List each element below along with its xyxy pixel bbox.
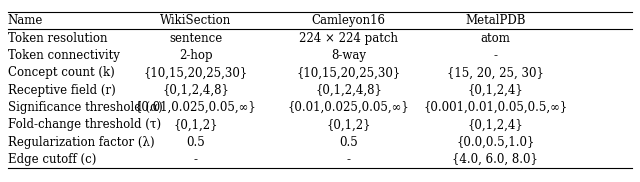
Text: 2-hop: 2-hop xyxy=(179,49,212,62)
Text: Token connectivity: Token connectivity xyxy=(8,49,120,62)
Text: Token resolution: Token resolution xyxy=(8,32,108,45)
Text: Significance threshold (α): Significance threshold (α) xyxy=(8,101,163,114)
Text: {10,15,20,25,30}: {10,15,20,25,30} xyxy=(296,66,401,79)
Text: 8-way: 8-way xyxy=(331,49,366,62)
Text: 0.5: 0.5 xyxy=(186,136,205,149)
Text: Name: Name xyxy=(8,14,43,27)
Text: {10,15,20,25,30}: {10,15,20,25,30} xyxy=(143,66,248,79)
Text: -: - xyxy=(493,49,497,62)
Text: {0,1,2,4,8}: {0,1,2,4,8} xyxy=(316,84,382,97)
Text: 224 × 224 patch: 224 × 224 patch xyxy=(299,32,398,45)
Text: MetalPDB: MetalPDB xyxy=(465,14,525,27)
Text: -: - xyxy=(194,153,198,166)
Text: 0.5: 0.5 xyxy=(339,136,358,149)
Text: {0,1,2}: {0,1,2} xyxy=(326,118,371,131)
Text: {0.0,0.5,1.0}: {0.0,0.5,1.0} xyxy=(456,136,534,149)
Text: {4.0, 6.0, 8.0}: {4.0, 6.0, 8.0} xyxy=(452,153,538,166)
Text: {0,1,2,4}: {0,1,2,4} xyxy=(467,118,523,131)
Text: -: - xyxy=(347,153,351,166)
Text: Edge cutoff (c): Edge cutoff (c) xyxy=(8,153,96,166)
Text: Concept count (k): Concept count (k) xyxy=(8,66,115,79)
Text: Regularization factor (λ): Regularization factor (λ) xyxy=(8,136,154,149)
Text: WikiSection: WikiSection xyxy=(160,14,232,27)
Text: {0,1,2,4,8}: {0,1,2,4,8} xyxy=(163,84,229,97)
Text: atom: atom xyxy=(480,32,510,45)
Text: {0.01,0.025,0.05,∞}: {0.01,0.025,0.05,∞} xyxy=(135,101,257,114)
Text: {0,1,2}: {0,1,2} xyxy=(173,118,218,131)
Text: {0,1,2,4}: {0,1,2,4} xyxy=(467,84,523,97)
Text: Fold-change threshold (τ): Fold-change threshold (τ) xyxy=(8,118,161,131)
Text: Receptive field (r): Receptive field (r) xyxy=(8,84,115,97)
Text: {0.001,0.01,0.05,0.5,∞}: {0.001,0.01,0.05,0.5,∞} xyxy=(423,101,568,114)
Text: {15, 20, 25, 30}: {15, 20, 25, 30} xyxy=(447,66,543,79)
Text: {0.01,0.025,0.05,∞}: {0.01,0.025,0.05,∞} xyxy=(288,101,410,114)
Text: Camleyon16: Camleyon16 xyxy=(312,14,386,27)
Text: sentence: sentence xyxy=(169,32,222,45)
